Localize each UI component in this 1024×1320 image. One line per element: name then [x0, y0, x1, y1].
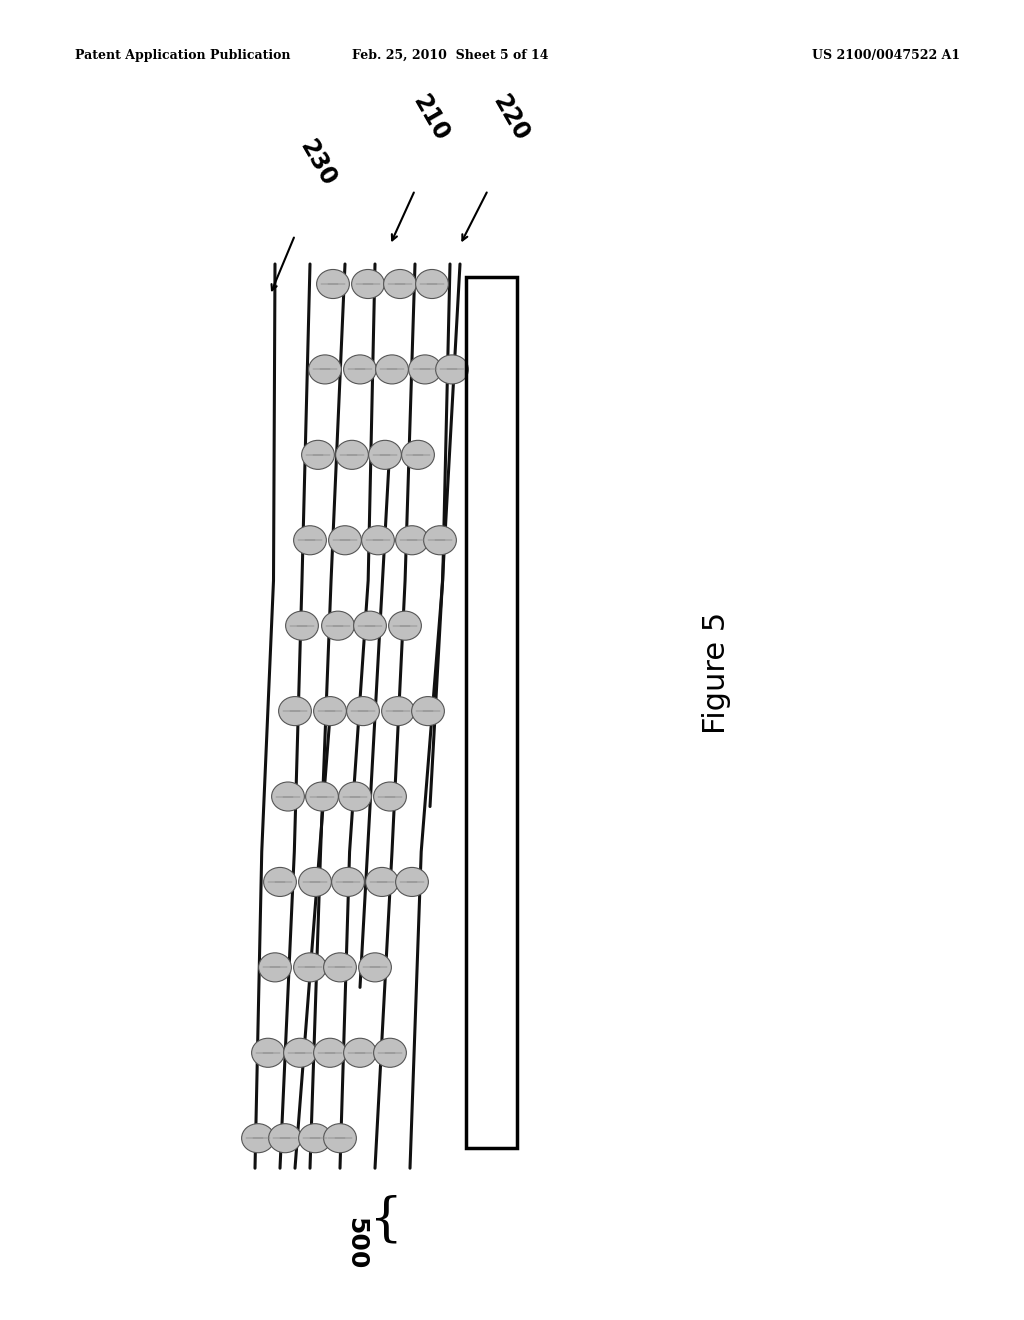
Text: 210: 210 — [408, 90, 453, 145]
Ellipse shape — [395, 525, 428, 554]
Text: 230: 230 — [295, 135, 341, 190]
Ellipse shape — [401, 441, 434, 470]
Ellipse shape — [435, 355, 468, 384]
Ellipse shape — [299, 867, 332, 896]
Ellipse shape — [308, 355, 341, 384]
Text: 500: 500 — [344, 1217, 369, 1270]
Ellipse shape — [424, 525, 457, 554]
Ellipse shape — [395, 867, 428, 896]
Ellipse shape — [344, 355, 377, 384]
Ellipse shape — [376, 355, 409, 384]
Text: Patent Application Publication: Patent Application Publication — [75, 49, 291, 62]
Ellipse shape — [279, 697, 311, 726]
Ellipse shape — [374, 781, 407, 810]
Ellipse shape — [268, 1123, 301, 1152]
Ellipse shape — [271, 781, 304, 810]
Ellipse shape — [416, 269, 449, 298]
Ellipse shape — [313, 697, 346, 726]
Ellipse shape — [339, 781, 372, 810]
Ellipse shape — [252, 1039, 285, 1068]
Ellipse shape — [324, 953, 356, 982]
Ellipse shape — [332, 867, 365, 896]
Text: }: } — [357, 1191, 390, 1242]
Ellipse shape — [344, 1039, 377, 1068]
Ellipse shape — [322, 611, 354, 640]
Ellipse shape — [361, 525, 394, 554]
Ellipse shape — [336, 441, 369, 470]
Ellipse shape — [409, 355, 441, 384]
Ellipse shape — [263, 867, 296, 896]
Ellipse shape — [358, 953, 391, 982]
Ellipse shape — [353, 611, 386, 640]
Ellipse shape — [294, 953, 327, 982]
Ellipse shape — [286, 611, 318, 640]
Ellipse shape — [242, 1123, 274, 1152]
Ellipse shape — [366, 867, 398, 896]
Text: Figure 5: Figure 5 — [702, 612, 731, 734]
Ellipse shape — [259, 953, 292, 982]
Text: US 2100/0047522 A1: US 2100/0047522 A1 — [812, 49, 961, 62]
Ellipse shape — [382, 697, 415, 726]
Ellipse shape — [313, 1039, 346, 1068]
Ellipse shape — [316, 269, 349, 298]
Ellipse shape — [284, 1039, 316, 1068]
Ellipse shape — [294, 525, 327, 554]
Ellipse shape — [369, 441, 401, 470]
Ellipse shape — [351, 269, 384, 298]
Ellipse shape — [302, 441, 335, 470]
Ellipse shape — [329, 525, 361, 554]
Ellipse shape — [346, 697, 379, 726]
Ellipse shape — [384, 269, 417, 298]
Text: 220: 220 — [487, 90, 532, 145]
Ellipse shape — [324, 1123, 356, 1152]
Ellipse shape — [412, 697, 444, 726]
Bar — [466, 277, 517, 1148]
Ellipse shape — [299, 1123, 332, 1152]
Text: Feb. 25, 2010  Sheet 5 of 14: Feb. 25, 2010 Sheet 5 of 14 — [352, 49, 548, 62]
Ellipse shape — [374, 1039, 407, 1068]
Ellipse shape — [305, 781, 338, 810]
Ellipse shape — [389, 611, 422, 640]
